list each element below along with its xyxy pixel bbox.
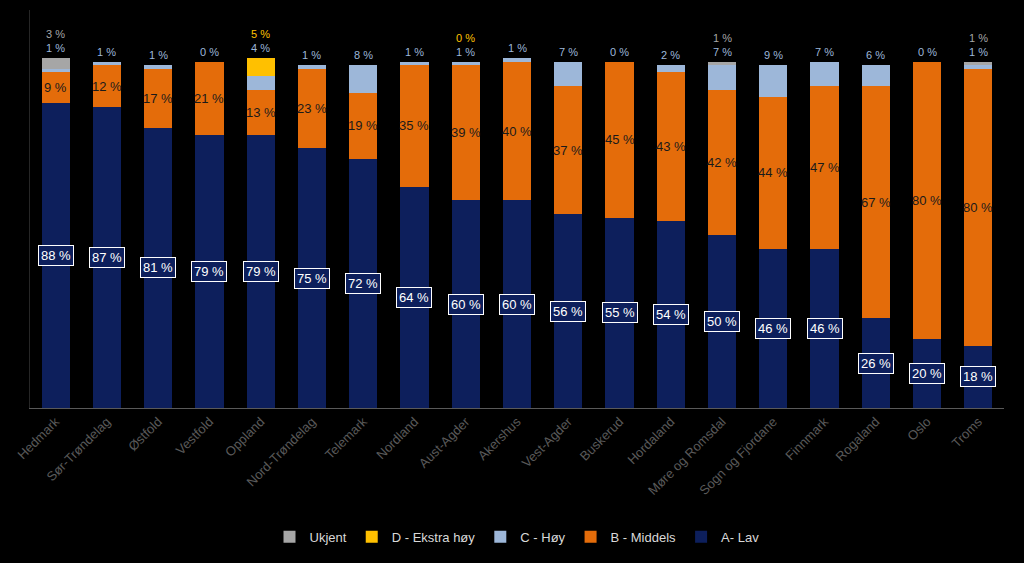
svg-text:Akershus: Akershus	[475, 414, 524, 463]
svg-text:9 %: 9 %	[764, 49, 783, 61]
svg-text:Sogn og Fjordane: Sogn og Fjordane	[696, 414, 780, 498]
svg-text:4 %: 4 %	[251, 42, 270, 54]
svg-text:72 %: 72 %	[348, 276, 378, 291]
svg-text:B - Middels: B - Middels	[611, 530, 677, 545]
svg-text:37 %: 37 %	[553, 143, 583, 158]
svg-text:13 %: 13 %	[246, 105, 276, 120]
svg-text:8 %: 8 %	[354, 49, 373, 61]
svg-text:0 %: 0 %	[918, 46, 937, 58]
svg-text:21 %: 21 %	[194, 91, 224, 106]
svg-text:A- Lav: A- Lav	[721, 530, 759, 545]
svg-text:50 %: 50 %	[707, 314, 737, 329]
svg-text:18 %: 18 %	[963, 369, 993, 384]
svg-text:Hordaland: Hordaland	[624, 414, 677, 467]
svg-text:5 %: 5 %	[251, 28, 270, 40]
svg-text:Hedmark: Hedmark	[14, 414, 62, 462]
svg-text:1 %: 1 %	[456, 46, 475, 58]
svg-text:88 %: 88 %	[41, 248, 71, 263]
svg-text:0 %: 0 %	[610, 46, 629, 58]
svg-text:Møre og Romsdal: Møre og Romsdal	[645, 414, 729, 498]
svg-text:67 %: 67 %	[861, 195, 891, 210]
svg-text:39 %: 39 %	[451, 125, 481, 140]
svg-text:3 %: 3 %	[46, 28, 65, 40]
svg-text:42 %: 42 %	[707, 155, 737, 170]
svg-text:Rogaland: Rogaland	[833, 414, 883, 464]
svg-text:1 %: 1 %	[405, 46, 424, 58]
svg-text:19 %: 19 %	[348, 118, 378, 133]
svg-text:45 %: 45 %	[605, 132, 635, 147]
svg-text:7 %: 7 %	[559, 46, 578, 58]
svg-text:Oslo: Oslo	[904, 414, 934, 444]
svg-text:Vestfold: Vestfold	[173, 414, 216, 457]
svg-text:26 %: 26 %	[861, 356, 891, 371]
svg-text:81 %: 81 %	[143, 260, 173, 275]
svg-text:44 %: 44 %	[758, 165, 788, 180]
svg-text:Ukjent: Ukjent	[310, 530, 347, 545]
svg-text:80 %: 80 %	[963, 200, 993, 215]
svg-text:1 %: 1 %	[302, 49, 321, 61]
svg-text:60 %: 60 %	[502, 297, 532, 312]
svg-text:1 %: 1 %	[97, 46, 116, 58]
svg-text:7 %: 7 %	[713, 46, 732, 58]
svg-text:12 %: 12 %	[92, 79, 122, 94]
svg-text:56 %: 56 %	[553, 304, 583, 319]
svg-text:Østfold: Østfold	[125, 414, 165, 454]
svg-text:55 %: 55 %	[605, 305, 635, 320]
svg-text:43 %: 43 %	[656, 139, 686, 154]
svg-text:0 %: 0 %	[456, 32, 475, 44]
svg-text:C - Høy: C - Høy	[520, 530, 565, 545]
svg-text:2 %: 2 %	[661, 49, 680, 61]
svg-text:1 %: 1 %	[969, 46, 988, 58]
svg-text:40 %: 40 %	[502, 124, 532, 139]
svg-text:1 %: 1 %	[969, 32, 988, 44]
svg-text:87 %: 87 %	[92, 250, 122, 265]
svg-text:Troms: Troms	[949, 414, 986, 451]
svg-text:Vest-Agder: Vest-Agder	[519, 414, 576, 471]
svg-text:46 %: 46 %	[758, 321, 788, 336]
svg-text:60 %: 60 %	[451, 297, 481, 312]
svg-text:Aust-Agder: Aust-Agder	[416, 414, 473, 471]
svg-text:Oppland: Oppland	[222, 414, 267, 459]
svg-text:17 %: 17 %	[143, 91, 173, 106]
svg-text:Telemark: Telemark	[322, 414, 370, 462]
svg-text:20 %: 20 %	[912, 366, 942, 381]
svg-text:6 %: 6 %	[866, 49, 885, 61]
svg-text:35 %: 35 %	[399, 118, 429, 133]
svg-text:64 %: 64 %	[399, 290, 429, 305]
svg-text:1 %: 1 %	[508, 42, 527, 54]
svg-text:D - Ekstra høy: D - Ekstra høy	[392, 530, 476, 545]
svg-text:46 %: 46 %	[810, 321, 840, 336]
svg-text:Sør-Trøndelag: Sør-Trøndelag	[44, 414, 114, 484]
svg-text:1 %: 1 %	[149, 49, 168, 61]
svg-text:80 %: 80 %	[912, 193, 942, 208]
svg-text:0 %: 0 %	[200, 46, 219, 58]
svg-text:1 %: 1 %	[46, 42, 65, 54]
svg-text:9 %: 9 %	[44, 80, 67, 95]
svg-text:75 %: 75 %	[297, 271, 327, 286]
svg-text:23 %: 23 %	[297, 101, 327, 116]
svg-text:7 %: 7 %	[815, 46, 834, 58]
svg-text:79 %: 79 %	[194, 264, 224, 279]
svg-text:1 %: 1 %	[713, 32, 732, 44]
svg-text:54 %: 54 %	[656, 307, 686, 322]
svg-text:Nordland: Nordland	[373, 414, 421, 462]
svg-text:47 %: 47 %	[810, 160, 840, 175]
svg-text:Buskerud: Buskerud	[577, 414, 626, 463]
svg-text:Nord-Trøndelag: Nord-Trøndelag	[244, 414, 319, 489]
svg-text:Finnmark: Finnmark	[782, 414, 831, 463]
svg-text:79 %: 79 %	[246, 264, 276, 279]
